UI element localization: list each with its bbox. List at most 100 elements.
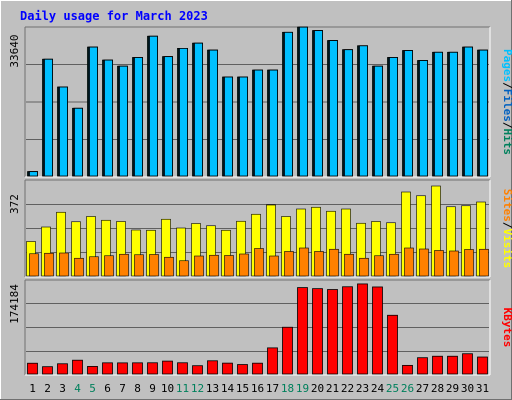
bar-kbytes-day-5 bbox=[87, 366, 98, 375]
bar-kbytes-day-28 bbox=[432, 355, 443, 375]
bar-kbytes-day-9 bbox=[147, 362, 158, 375]
bar-kbytes-day-13 bbox=[207, 360, 218, 375]
panel3-ymax-label: 174184 bbox=[8, 284, 21, 324]
chart-title: Daily usage for March 2023 bbox=[20, 9, 208, 23]
bar-pages-day-27 bbox=[419, 60, 428, 177]
x-tick-label: 23 bbox=[356, 382, 369, 395]
x-tick-label: 27 bbox=[416, 382, 429, 395]
x-tick-label: 17 bbox=[266, 382, 279, 395]
bar-sites-day-7 bbox=[119, 253, 129, 277]
x-tick-label: 1 bbox=[29, 382, 36, 395]
bar-sites-day-27 bbox=[419, 248, 429, 277]
bar-kbytes-day-12 bbox=[192, 365, 203, 375]
bar-kbytes-day-3 bbox=[57, 363, 68, 375]
legend-pages: Pages bbox=[501, 49, 512, 82]
x-tick-label: 24 bbox=[371, 382, 385, 395]
bar-pages-day-2 bbox=[44, 58, 53, 177]
x-tick-label: 11 bbox=[176, 382, 189, 395]
panel3-legend: KBytes bbox=[501, 308, 512, 348]
bar-kbytes-day-1 bbox=[27, 362, 38, 375]
bar-pages-day-21 bbox=[329, 40, 338, 177]
bar-pages-day-22 bbox=[344, 49, 353, 177]
bar-pages-day-7 bbox=[119, 65, 128, 177]
bar-sites-day-12 bbox=[194, 255, 204, 277]
bar-sites-day-1 bbox=[29, 253, 39, 277]
x-tick-label: 6 bbox=[104, 382, 111, 395]
bar-kbytes-day-26 bbox=[402, 364, 413, 375]
x-tick-label: 15 bbox=[236, 382, 249, 395]
x-tick-label: 29 bbox=[446, 382, 459, 395]
bar-sites-day-25 bbox=[389, 253, 399, 277]
bar-sites-day-6 bbox=[104, 255, 114, 277]
bar-kbytes-day-29 bbox=[447, 355, 458, 375]
x-tick-label: 3 bbox=[59, 382, 66, 395]
bar-kbytes-day-20 bbox=[312, 288, 323, 375]
legend-kbytes: KBytes bbox=[501, 308, 512, 348]
x-tick-label: 20 bbox=[311, 382, 324, 395]
bar-pages-day-10 bbox=[164, 56, 173, 177]
bar-pages-day-28 bbox=[434, 51, 443, 177]
x-tick-label: 22 bbox=[341, 382, 354, 395]
bar-pages-day-1 bbox=[29, 171, 38, 177]
bar-sites-day-30 bbox=[464, 249, 474, 277]
bar-pages-day-14 bbox=[224, 76, 233, 177]
x-tick-label: 18 bbox=[281, 382, 294, 395]
bar-pages-day-25 bbox=[389, 57, 398, 177]
bar-pages-day-31 bbox=[479, 49, 488, 177]
hits-files-pages-panel bbox=[24, 26, 491, 178]
panel1-legend: Pages/Files/Hits bbox=[501, 49, 512, 155]
bar-sites-day-22 bbox=[344, 253, 354, 277]
panel1-ymax-label: 33640 bbox=[8, 34, 21, 67]
bar-kbytes-day-10 bbox=[162, 360, 173, 375]
bar-kbytes-day-6 bbox=[102, 362, 113, 375]
bar-sites-day-8 bbox=[134, 254, 144, 277]
bar-sites-day-28 bbox=[434, 250, 444, 277]
panel2-legend: Sites/Visits bbox=[501, 189, 512, 269]
bar-kbytes-day-14 bbox=[222, 362, 233, 375]
bar-pages-day-15 bbox=[239, 76, 248, 177]
bar-sites-day-4 bbox=[74, 257, 84, 277]
bar-pages-day-24 bbox=[374, 65, 383, 177]
legend-sep: / bbox=[501, 82, 512, 89]
bar-sites-day-9 bbox=[149, 254, 159, 277]
x-tick-label: 30 bbox=[461, 382, 474, 395]
bar-sites-day-11 bbox=[179, 260, 189, 277]
legend-visits: Visits bbox=[501, 229, 512, 269]
bar-sites-day-17 bbox=[269, 255, 279, 277]
x-tick-label: 7 bbox=[119, 382, 126, 395]
bar-sites-day-20 bbox=[314, 251, 324, 277]
bar-kbytes-day-25 bbox=[387, 314, 398, 375]
x-tick-label: 12 bbox=[191, 382, 204, 395]
legend-files: Files bbox=[501, 89, 512, 122]
legend-sep: / bbox=[501, 222, 512, 229]
bar-kbytes-day-21 bbox=[327, 289, 338, 375]
bar-sites-day-16 bbox=[254, 248, 264, 277]
bar-pages-day-19 bbox=[299, 26, 308, 177]
x-tick-label: 19 bbox=[296, 382, 309, 395]
bar-kbytes-day-30 bbox=[462, 353, 473, 375]
bar-pages-day-16 bbox=[254, 69, 263, 177]
bar-pages-day-26 bbox=[404, 50, 413, 177]
x-tick-label: 25 bbox=[386, 382, 399, 395]
bar-sites-day-19 bbox=[299, 247, 309, 277]
x-tick-label: 5 bbox=[89, 382, 96, 395]
bar-kbytes-day-4 bbox=[72, 359, 83, 375]
bar-sites-day-13 bbox=[209, 254, 219, 277]
visits-sites-panel bbox=[24, 179, 491, 278]
bar-pages-day-3 bbox=[59, 86, 68, 177]
bar-pages-day-18 bbox=[284, 31, 293, 177]
bar-kbytes-day-7 bbox=[117, 362, 128, 375]
kbytes-panel bbox=[24, 279, 491, 376]
x-tick-label: 2 bbox=[44, 382, 51, 395]
x-tick-label: 4 bbox=[74, 382, 81, 395]
bar-kbytes-day-18 bbox=[282, 326, 293, 375]
bar-sites-day-29 bbox=[449, 250, 459, 277]
bar-pages-day-8 bbox=[134, 57, 143, 177]
bar-kbytes-day-11 bbox=[177, 362, 188, 375]
bar-sites-day-5 bbox=[89, 256, 99, 277]
x-tick-label: 10 bbox=[161, 382, 174, 395]
bar-kbytes-day-2 bbox=[42, 366, 53, 375]
bar-sites-day-26 bbox=[404, 247, 414, 277]
x-tick-label: 9 bbox=[149, 382, 156, 395]
